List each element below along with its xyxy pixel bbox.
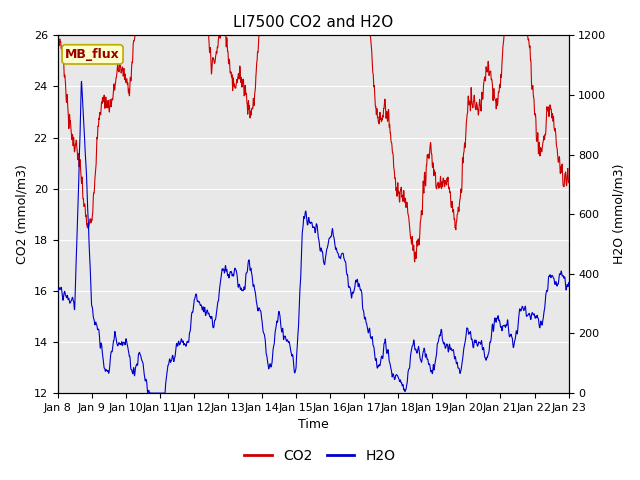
X-axis label: Time: Time [298,419,328,432]
Title: LI7500 CO2 and H2O: LI7500 CO2 and H2O [233,15,393,30]
Text: MB_flux: MB_flux [65,48,120,61]
Y-axis label: CO2 (mmol/m3): CO2 (mmol/m3) [15,164,28,264]
Y-axis label: H2O (mmol/m3): H2O (mmol/m3) [612,164,625,264]
Legend: CO2, H2O: CO2, H2O [239,443,401,468]
